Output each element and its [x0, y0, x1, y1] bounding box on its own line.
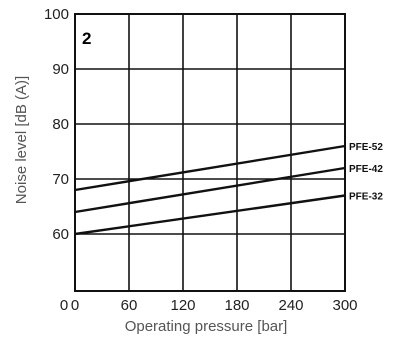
x-axis-title: Operating pressure [bar]: [125, 318, 288, 335]
series-labels: PFE-52 PFE-42 PFE-32: [349, 142, 383, 203]
y-tick-label: 100: [44, 6, 69, 23]
y-axis-title: Noise level [dB (A)]: [13, 76, 30, 204]
y-tick-label: 80: [52, 116, 69, 133]
x-tick-label: 120: [170, 297, 195, 314]
panel-label: 2: [82, 29, 91, 48]
series-line-pfe-32: [74, 194, 346, 236]
series-line-pfe-52: [74, 144, 346, 192]
y-tick-labels: 60 70 80 90 100 0: [44, 6, 69, 314]
x-tick-label: 0: [71, 297, 79, 314]
plot-frame: [74, 13, 346, 292]
x-tick-label: 240: [278, 297, 303, 314]
y-tick-label: 70: [52, 171, 69, 188]
series-label-pfe-42: PFE-42: [349, 164, 383, 175]
series-lines: [74, 144, 346, 236]
y-tick-label: 0: [60, 297, 68, 314]
x-tick-label: 300: [332, 297, 357, 314]
y-tick-label: 60: [52, 226, 69, 243]
x-tick-label: 180: [224, 297, 249, 314]
series-label-pfe-32: PFE-32: [349, 192, 383, 203]
series-line-pfe-42: [74, 166, 346, 214]
x-tick-label: 60: [121, 297, 138, 314]
series-label-pfe-52: PFE-52: [349, 142, 383, 153]
x-tick-labels: 0 60 120 180 240 300: [71, 297, 358, 314]
y-tick-label: 90: [52, 61, 69, 78]
grid: [75, 14, 345, 291]
